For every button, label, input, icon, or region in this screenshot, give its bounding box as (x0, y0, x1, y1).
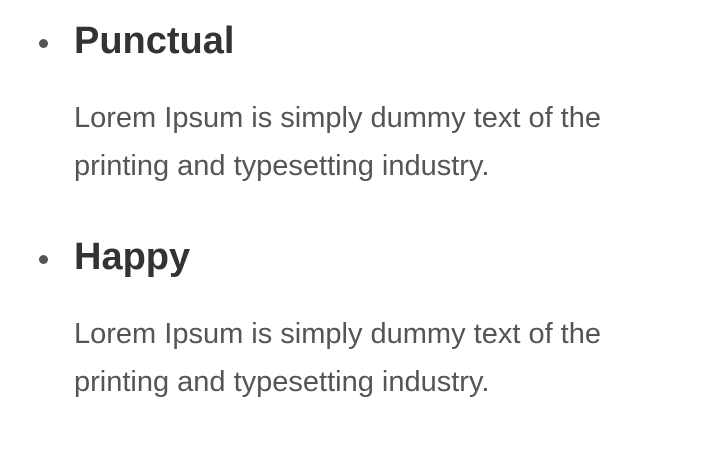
feature-title: Punctual (74, 20, 235, 62)
feature-description: Lorem Ipsum is simply dummy text of the … (74, 318, 601, 398)
feature-description: Lorem Ipsum is simply dummy text of the … (74, 102, 601, 182)
bullet-icon (39, 39, 48, 48)
bullet-icon (39, 255, 48, 264)
list-item: Happy Lorem Ipsum is simply dummy text o… (0, 190, 722, 406)
feature-title: Happy (74, 236, 191, 278)
feature-list: Punctual Lorem Ipsum is simply dummy tex… (0, 0, 722, 406)
list-item: Punctual Lorem Ipsum is simply dummy tex… (0, 0, 722, 190)
